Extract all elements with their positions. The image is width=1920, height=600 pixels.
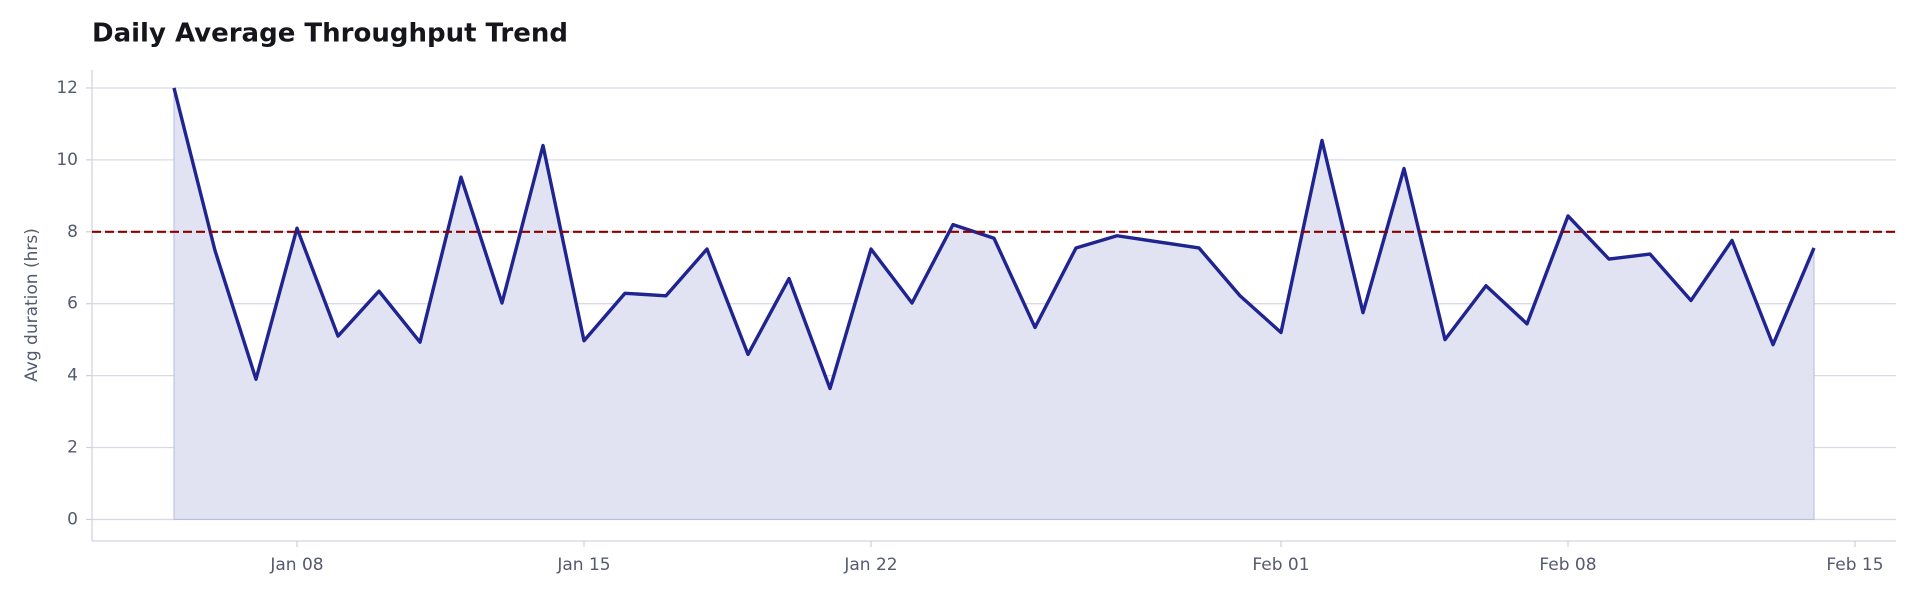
y-tick-label: 4 bbox=[67, 366, 78, 386]
x-tick-label: Feb 15 bbox=[1826, 555, 1883, 575]
y-tick-label: 8 bbox=[67, 222, 78, 242]
y-tick-label: 12 bbox=[56, 78, 78, 98]
y-tick-label: 6 bbox=[67, 294, 78, 314]
y-tick-label: 2 bbox=[67, 438, 78, 458]
x-tick-label: Jan 22 bbox=[843, 555, 897, 575]
x-tick-label: Jan 15 bbox=[556, 555, 610, 575]
chart-title: Daily Average Throughput Trend bbox=[92, 19, 568, 49]
line bbox=[172, 87, 1816, 391]
y-axis-label: Avg duration (hrs) bbox=[22, 228, 42, 382]
x-tick-label: Jan 08 bbox=[269, 555, 323, 575]
y-tick-label: 0 bbox=[67, 509, 78, 529]
y-tick-label: 10 bbox=[56, 150, 78, 170]
x-tick-label: Feb 08 bbox=[1539, 555, 1596, 575]
x-tick-label: Feb 01 bbox=[1252, 555, 1309, 575]
